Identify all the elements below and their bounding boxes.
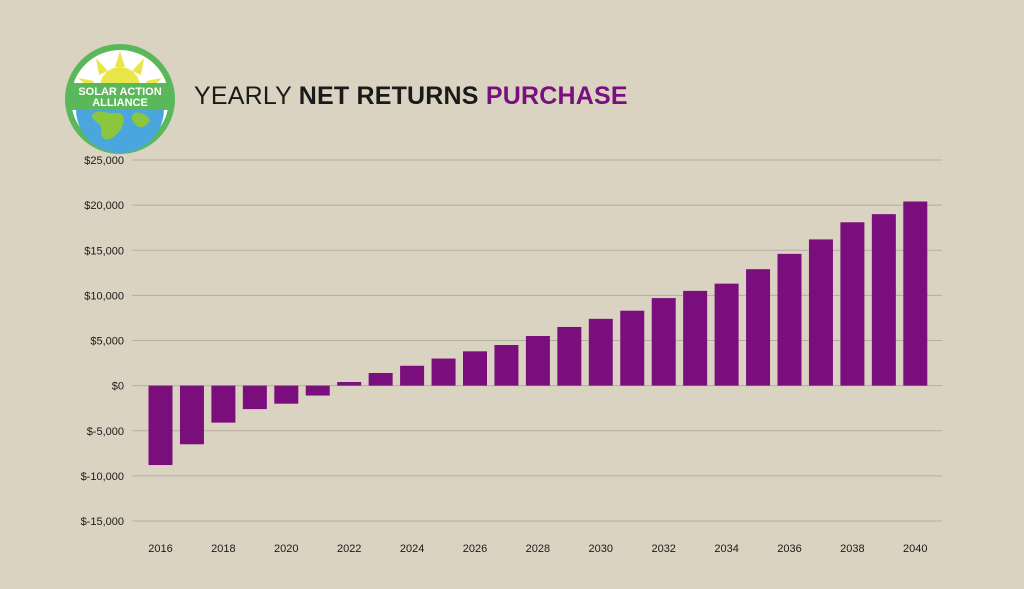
bar-2020 (274, 385, 299, 404)
bar-2017 (179, 385, 204, 445)
bar-2029 (557, 326, 582, 386)
page-title: YEARLY NET RETURNS PURCHASE (194, 82, 628, 111)
y-tick-label: $15,000 (84, 245, 124, 257)
solar-action-alliance-logo: SOLAR ACTION ALLIANCE (65, 44, 175, 154)
x-tick-label: 2018 (211, 543, 235, 555)
bar-2025 (431, 358, 456, 386)
x-tick-label: 2028 (526, 543, 550, 555)
continent-icon-2 (131, 112, 150, 128)
x-tick-label: 2040 (903, 543, 927, 555)
x-tick-label: 2034 (714, 543, 738, 555)
y-tick-label: $25,000 (84, 155, 124, 167)
x-tick-label: 2036 (777, 543, 801, 555)
x-tick-label: 2038 (840, 543, 864, 555)
x-tick-label: 2022 (337, 543, 361, 555)
bar-2038 (840, 222, 865, 386)
x-tick-label: 2026 (463, 543, 487, 555)
bar-2021 (305, 385, 330, 396)
y-tick-label: $-15,000 (81, 516, 124, 528)
bar-2033 (683, 290, 708, 386)
bar-2030 (588, 318, 613, 386)
logo-banner (70, 83, 170, 110)
bar-2040 (903, 201, 928, 386)
logo-text-line2: ALLIANCE (92, 97, 148, 109)
bar-2028 (525, 335, 550, 386)
title-part-yearly: YEARLY (194, 82, 299, 110)
x-tick-label: 2024 (400, 543, 424, 555)
bar-2018 (211, 385, 236, 423)
bar-2019 (242, 385, 267, 410)
y-tick-label: $20,000 (84, 200, 124, 212)
continent-icon (91, 111, 124, 140)
y-tick-label: $5,000 (90, 336, 124, 348)
bar-2027 (494, 345, 519, 386)
title-part-purchase: PURCHASE (478, 82, 628, 110)
bar-2036 (777, 253, 802, 386)
bar-2016 (148, 385, 173, 466)
x-tick-label: 2030 (589, 543, 613, 555)
y-tick-label: $0 (112, 381, 124, 393)
bar-2035 (746, 269, 771, 386)
title-part-net-returns: NET RETURNS (298, 82, 479, 110)
x-tick-label: 2016 (148, 543, 172, 555)
bar-2024 (400, 365, 425, 386)
bar-2032 (651, 298, 676, 386)
bar-2037 (808, 239, 833, 386)
y-tick-label: $10,000 (84, 290, 124, 302)
bar-2022 (337, 382, 362, 386)
logo-text-line1: SOLAR ACTION (78, 86, 161, 98)
y-tick-label: $-5,000 (87, 426, 124, 438)
bar-2039 (871, 214, 896, 386)
bar-2023 (368, 372, 393, 386)
bar-2026 (463, 351, 487, 386)
x-tick-label: 2020 (274, 543, 298, 555)
bar-2031 (620, 310, 645, 386)
bar-2034 (714, 283, 739, 386)
y-tick-label: $-10,000 (81, 471, 124, 483)
x-tick-label: 2032 (651, 543, 675, 555)
